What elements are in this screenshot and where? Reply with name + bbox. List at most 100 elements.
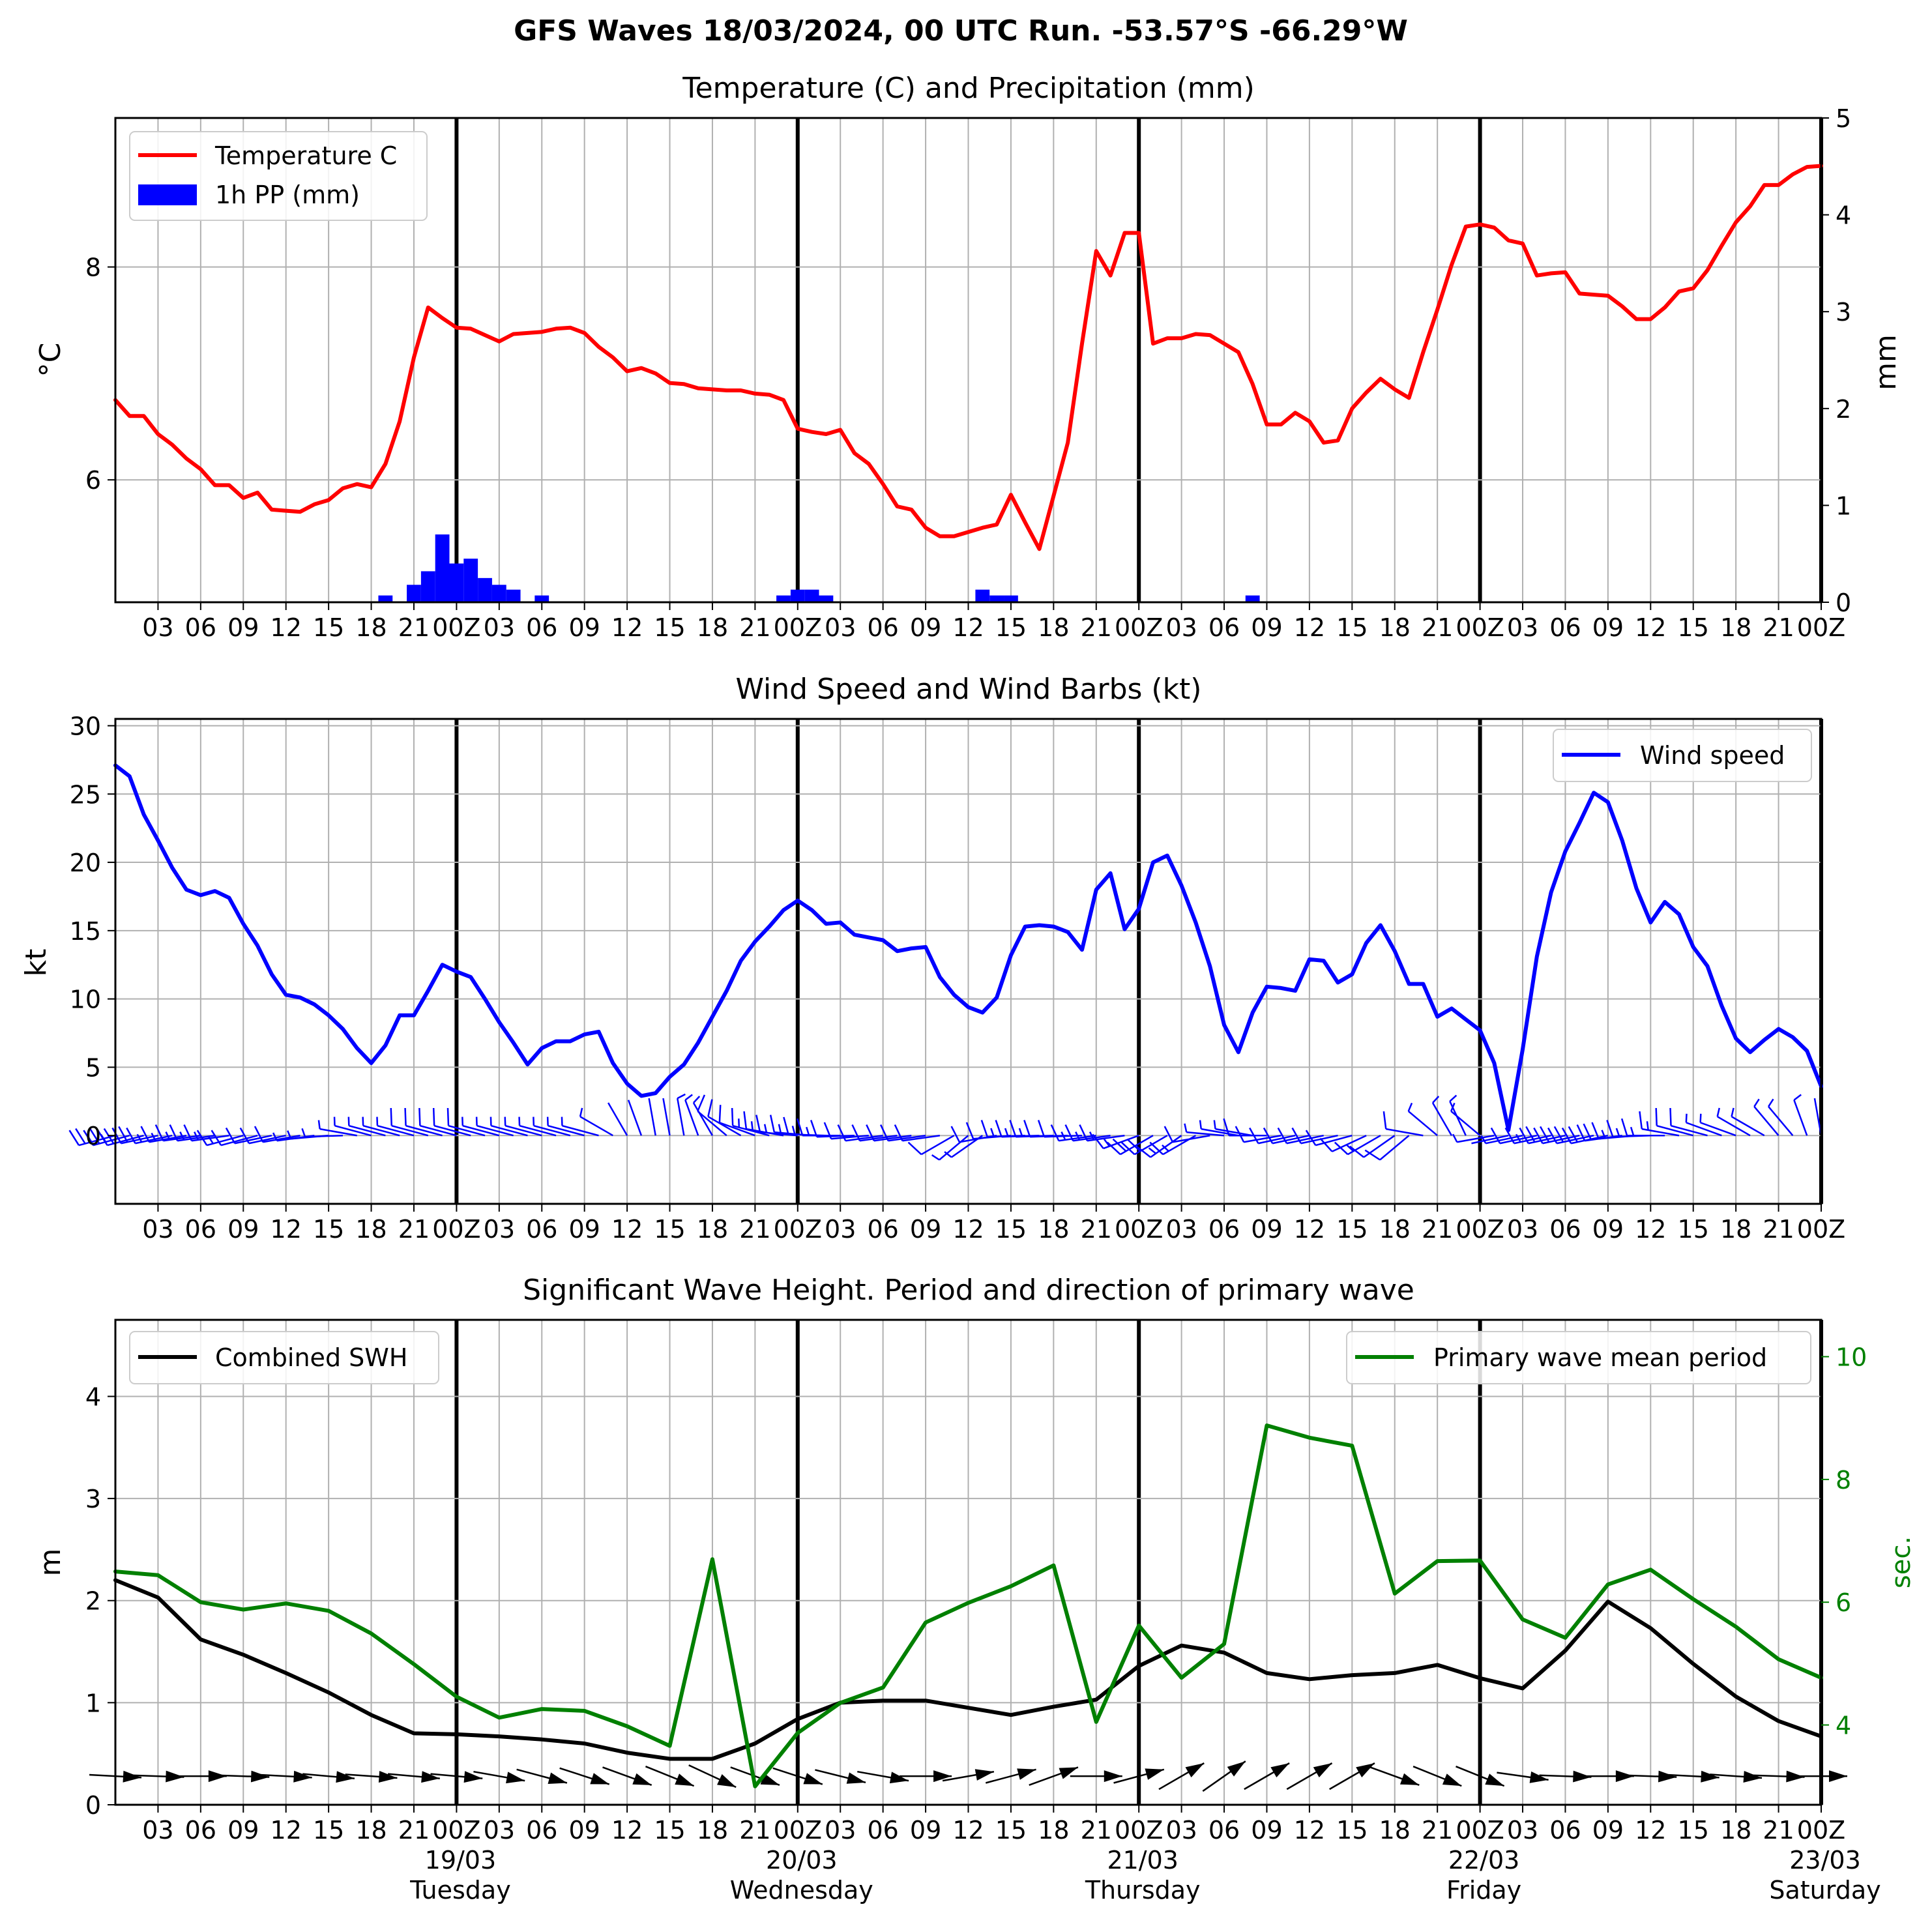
wave-direction-arrow (1286, 1762, 1333, 1790)
wind-barb-half-feather (1768, 1098, 1774, 1107)
precipitation-bar (407, 585, 421, 602)
wind-barb-staff (692, 1102, 714, 1136)
wind-barb-staff (519, 1124, 557, 1137)
wind-barb-staff (902, 1134, 941, 1142)
wind-barb (1793, 1094, 1808, 1136)
wave-direction-arrow (1624, 1770, 1677, 1783)
wave-x-tick-label: 06 (185, 1816, 216, 1845)
wind-barb-half-feather (693, 1096, 701, 1103)
wind-barb-staff (873, 1134, 912, 1142)
wind-x-tick-label: 09 (1251, 1215, 1282, 1244)
temperature-x-tick-label: 06 (867, 613, 898, 642)
wave-arrow-head (1059, 1767, 1078, 1779)
wave-direction-arrow (857, 1770, 909, 1784)
wind-barb-feather (83, 1130, 94, 1146)
wind-barb (1669, 1107, 1708, 1137)
wind-barb-staff (334, 1124, 372, 1137)
temperature-x-tick-label: 18 (1038, 613, 1069, 642)
temperature-x-tick-label: 15 (995, 613, 1027, 642)
wave-arrow-head (421, 1771, 440, 1783)
wind-x-tick-label: 15 (654, 1215, 685, 1244)
wind-barb-staff (1315, 1135, 1353, 1146)
wind-x-tick-label: 12 (952, 1215, 984, 1244)
period-legend: Primary wave mean period (1346, 1331, 1811, 1384)
wind-x-tick-label: 15 (1336, 1215, 1368, 1244)
wind-barb-staff (1686, 1122, 1722, 1137)
wind-barb-staff (1793, 1100, 1808, 1136)
wind-barb-feather (1223, 1118, 1230, 1136)
wind-x-tick-label: 03 (484, 1215, 515, 1244)
wind-x-tick-label: 21 (1081, 1215, 1112, 1244)
wind-x-tick-label: 06 (185, 1215, 216, 1244)
wave-x-tick-label: 09 (1251, 1816, 1282, 1845)
swh-legend: Combined SWH (129, 1331, 439, 1384)
wind-x-tick-label: 15 (1678, 1215, 1709, 1244)
wind-barb-feather (196, 1130, 208, 1146)
wind-panel: Wind Speed and Wind Barbs (kt) 03 06 09 12 1… (20, 673, 1845, 1244)
wave-arrow-head (1615, 1770, 1634, 1783)
precip-y-tick-label: 5 (1836, 104, 1851, 133)
wave-direction-arrow (559, 1767, 610, 1785)
wind-barb-half-feather (1004, 1128, 1009, 1137)
precip-y-tick-label: 0 (1836, 589, 1851, 617)
wind-y-tick-labels: 0 5 10 15 20 25 30 (70, 712, 115, 1150)
wave-period-y-tick-label: 8 (1836, 1466, 1851, 1495)
wind-barb-feather (769, 1115, 776, 1133)
wave-arrow-head (208, 1770, 227, 1783)
day-date-label: 23/03 (1789, 1846, 1861, 1875)
wave-direction-arrow (345, 1771, 398, 1783)
wind-barb-feather (965, 1122, 974, 1139)
wind-barb (140, 1126, 187, 1143)
wind-barb-staff (920, 1135, 955, 1156)
wind-barb-staff (1813, 1098, 1822, 1136)
period-legend-box (1346, 1331, 1811, 1384)
wind-barb-staff (491, 1124, 528, 1137)
temperature-legend-label: Temperature C (214, 141, 397, 170)
wave-direction-arrow (900, 1770, 952, 1783)
wave-x-tick-label: 12 (952, 1816, 984, 1845)
wind-barb-staff (548, 1124, 585, 1137)
wind-barb (662, 1098, 671, 1136)
precip-y-tick-label: 2 (1836, 395, 1851, 424)
wind-barb-half-feather (778, 1124, 782, 1133)
temperature-x-tick-label: 12 (271, 613, 302, 642)
wave-arrow-head (293, 1770, 312, 1783)
wind-barb-staff (1272, 1134, 1310, 1145)
wind-barb (1184, 1123, 1225, 1137)
wind-barb (1223, 1118, 1267, 1137)
wind-barb-half-feather (207, 1135, 214, 1145)
wind-barb-feather (1490, 1127, 1501, 1144)
wind-barb-feather (1561, 1127, 1572, 1144)
wind-x-tick-label: 03 (825, 1215, 856, 1244)
temperature-x-tick-label: 12 (1635, 613, 1666, 642)
wind-barb-half-feather (272, 1132, 278, 1141)
wind-x-tick-label: 03 (142, 1215, 173, 1244)
wave-arrow-head (1313, 1763, 1332, 1777)
wind-barb-half-feather (1103, 1139, 1111, 1147)
wave-arrow-head (378, 1771, 398, 1783)
wave-x-tick-label: 00Z (432, 1816, 480, 1845)
wave-x-tick-label: 09 (568, 1816, 600, 1845)
wave-x-tick-label: 18 (355, 1816, 387, 1845)
wind-barb (333, 1116, 372, 1137)
wave-arrow-head (974, 1769, 994, 1781)
wind-barb-staff (1450, 1110, 1481, 1137)
wind-barb-staff (248, 1134, 286, 1145)
wind-barb (239, 1127, 286, 1145)
wind-x-tick-label: 18 (697, 1215, 728, 1244)
precipitation-bar (975, 589, 990, 602)
wave-grid (115, 1320, 1823, 1805)
wind-barb-feather (1249, 1127, 1259, 1144)
wave-x-tick-label: 18 (697, 1816, 728, 1845)
wind-barb-feather (154, 1124, 164, 1141)
wave-direction-arrow (772, 1767, 823, 1785)
wind-barb-staff (939, 1135, 969, 1161)
precip-y-axis-label: mm (1869, 334, 1903, 390)
wind-barb-feather (950, 1126, 961, 1143)
wave-period-y-tick-label: 10 (1836, 1343, 1867, 1372)
precip-y-tick-label: 1 (1836, 491, 1851, 520)
wind-barb-feather (169, 1124, 179, 1141)
wave-direction-arrow (688, 1764, 737, 1788)
wind-barb-feather (1263, 1127, 1274, 1144)
